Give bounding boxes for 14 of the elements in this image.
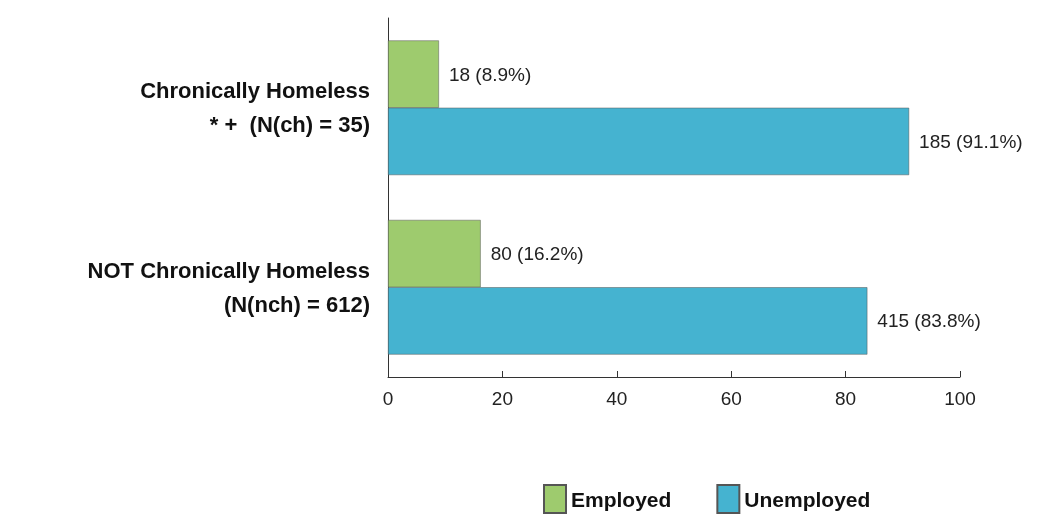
y-tick-label: NOT Chronically Homeless (N(nch) = 612) [87, 257, 370, 317]
x-tick-label: 60 [720, 388, 742, 409]
y-tick-label: Chronically Homeless * + (N(ch) = 35) [140, 78, 370, 138]
legend-label: Employed [571, 487, 672, 511]
x-tick-label: 40 [606, 388, 628, 409]
data-label: 185 (91.1%) [919, 130, 1023, 152]
x-tick-label: 100 [944, 388, 976, 409]
x-tick-label: 80 [835, 388, 857, 409]
data-label: 80 (16.2%) [490, 243, 584, 265]
legend-label: Unemployed [744, 487, 871, 511]
x-tick-label: 20 [491, 388, 513, 409]
data-label: 415 (83.8%) [877, 310, 981, 332]
x-tick-label: 0 [382, 388, 394, 409]
data-label: 18 (8.9%) [448, 63, 532, 85]
